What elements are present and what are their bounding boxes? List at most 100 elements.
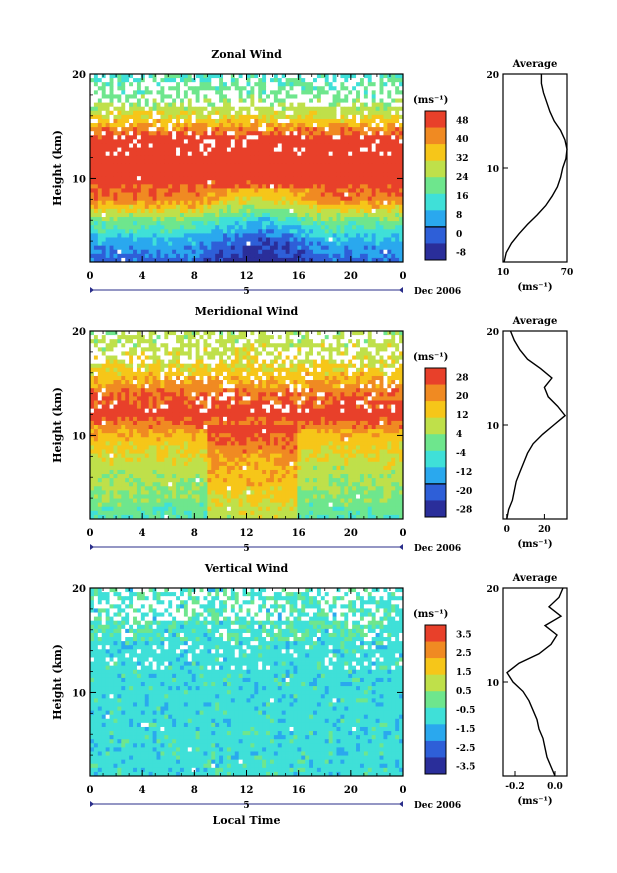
heatmap-cell: [113, 253, 118, 259]
heatmap-cell: [363, 241, 369, 247]
heatmap-cell: [269, 184, 275, 189]
heatmap-cell: [383, 106, 388, 112]
heatmap-cell: [168, 135, 173, 140]
heatmap-cell: [144, 82, 150, 87]
heatmap-cell: [395, 98, 400, 104]
heatmap-cell: [234, 351, 240, 356]
heatmap-cell: [254, 221, 259, 226]
heatmap-cell: [375, 355, 380, 361]
heatmap-cell: [97, 347, 103, 352]
heatmap-cell: [305, 118, 310, 124]
heatmap-cell: [313, 225, 318, 230]
heatmap-cell: [324, 355, 330, 361]
heatmap-cell: [187, 359, 193, 365]
heatmap-cell: [320, 155, 326, 161]
heatmap-cell: [273, 237, 279, 242]
heatmap-cell: [277, 241, 283, 247]
heatmap-cell: [144, 155, 150, 161]
heatmap-cell: [219, 212, 224, 218]
heatmap-cell: [258, 363, 263, 369]
heatmap-cell: [183, 172, 189, 177]
heatmap-cell: [183, 343, 189, 348]
heatmap-cell: [250, 208, 255, 214]
heatmap-cell: [281, 225, 287, 230]
heatmap-cell: [391, 249, 396, 255]
heatmap-cell: [250, 388, 255, 393]
heatmap-cell: [219, 168, 224, 173]
heatmap-cell: [246, 155, 251, 161]
heatmap-cell: [348, 384, 353, 389]
heatmap-cell: [183, 82, 189, 87]
heatmap-cell: [230, 335, 236, 340]
heatmap-cell: [121, 131, 126, 136]
heatmap-cell: [391, 363, 396, 369]
heatmap-cell: [133, 384, 138, 389]
heatmap-cell: [105, 331, 110, 336]
heatmap-cell: [363, 94, 369, 99]
heatmap-cell: [254, 245, 259, 251]
heatmap-cell: [183, 339, 189, 344]
heatmap-cell: [121, 102, 126, 108]
heatmap-cell: [148, 375, 153, 381]
heatmap-cell: [129, 127, 134, 132]
heatmap-cell: [352, 184, 357, 189]
heatmap-cell: [226, 351, 232, 356]
heatmap-cell: [309, 98, 314, 104]
heatmap-cell: [230, 188, 236, 193]
heatmap-cell: [183, 143, 189, 148]
heatmap-cell: [101, 233, 107, 238]
heatmap-cell: [133, 127, 138, 132]
heatmap-cell: [230, 388, 236, 393]
heatmap-cell: [371, 253, 377, 259]
heatmap-cell: [148, 363, 153, 369]
heatmap-cell: [152, 139, 157, 144]
heatmap-cell: [125, 192, 130, 198]
heatmap-cell: [269, 143, 275, 148]
heatmap-cell: [211, 221, 216, 226]
heatmap-cell: [230, 114, 236, 120]
heatmap-cell: [168, 139, 173, 144]
heatmap-cell: [183, 135, 189, 140]
heatmap-cell: [179, 176, 185, 181]
heatmap-cell: [258, 355, 263, 361]
heatmap-cell: [129, 196, 134, 202]
heatmap-cell: [356, 200, 361, 206]
heatmap-cell: [379, 159, 384, 165]
heatmap-cell: [179, 135, 185, 140]
heatmap-cell: [254, 168, 259, 173]
heatmap-cell: [140, 82, 146, 87]
heatmap-cell: [211, 143, 216, 148]
heatmap-cell: [352, 172, 357, 177]
heatmap-cell: [121, 245, 126, 251]
heatmap-cell: [375, 225, 380, 230]
heatmap-cell: [320, 225, 326, 230]
heatmap-cell: [187, 343, 193, 348]
heatmap-cell: [356, 343, 361, 348]
heatmap-cell: [363, 221, 369, 226]
heatmap-cell: [117, 335, 122, 340]
heatmap-cell: [336, 135, 341, 140]
heatmap-cell: [93, 139, 99, 144]
heatmap-cell: [121, 241, 126, 247]
heatmap-cell: [250, 90, 255, 95]
heatmap-cell: [121, 143, 126, 148]
heatmap-cell: [375, 200, 380, 206]
heatmap-cell: [324, 371, 330, 377]
heatmap-cell: [90, 339, 95, 344]
heatmap-cell: [301, 233, 306, 238]
heatmap-cell: [226, 241, 232, 247]
heatmap-cell: [125, 118, 130, 124]
heatmap-cell: [140, 184, 146, 189]
heatmap-cell: [246, 106, 251, 112]
heatmap-cell: [226, 86, 232, 91]
heatmap-cell: [199, 172, 204, 177]
heatmap-cell: [281, 180, 287, 185]
heatmap-cell: [379, 217, 384, 222]
heatmap-cell: [246, 225, 251, 230]
heatmap-cell: [336, 233, 341, 238]
heatmap-cell: [97, 253, 103, 259]
heatmap-cell: [105, 90, 110, 95]
heatmap-cell: [203, 135, 208, 140]
heatmap-cell: [262, 114, 267, 120]
heatmap-cell: [258, 384, 263, 389]
